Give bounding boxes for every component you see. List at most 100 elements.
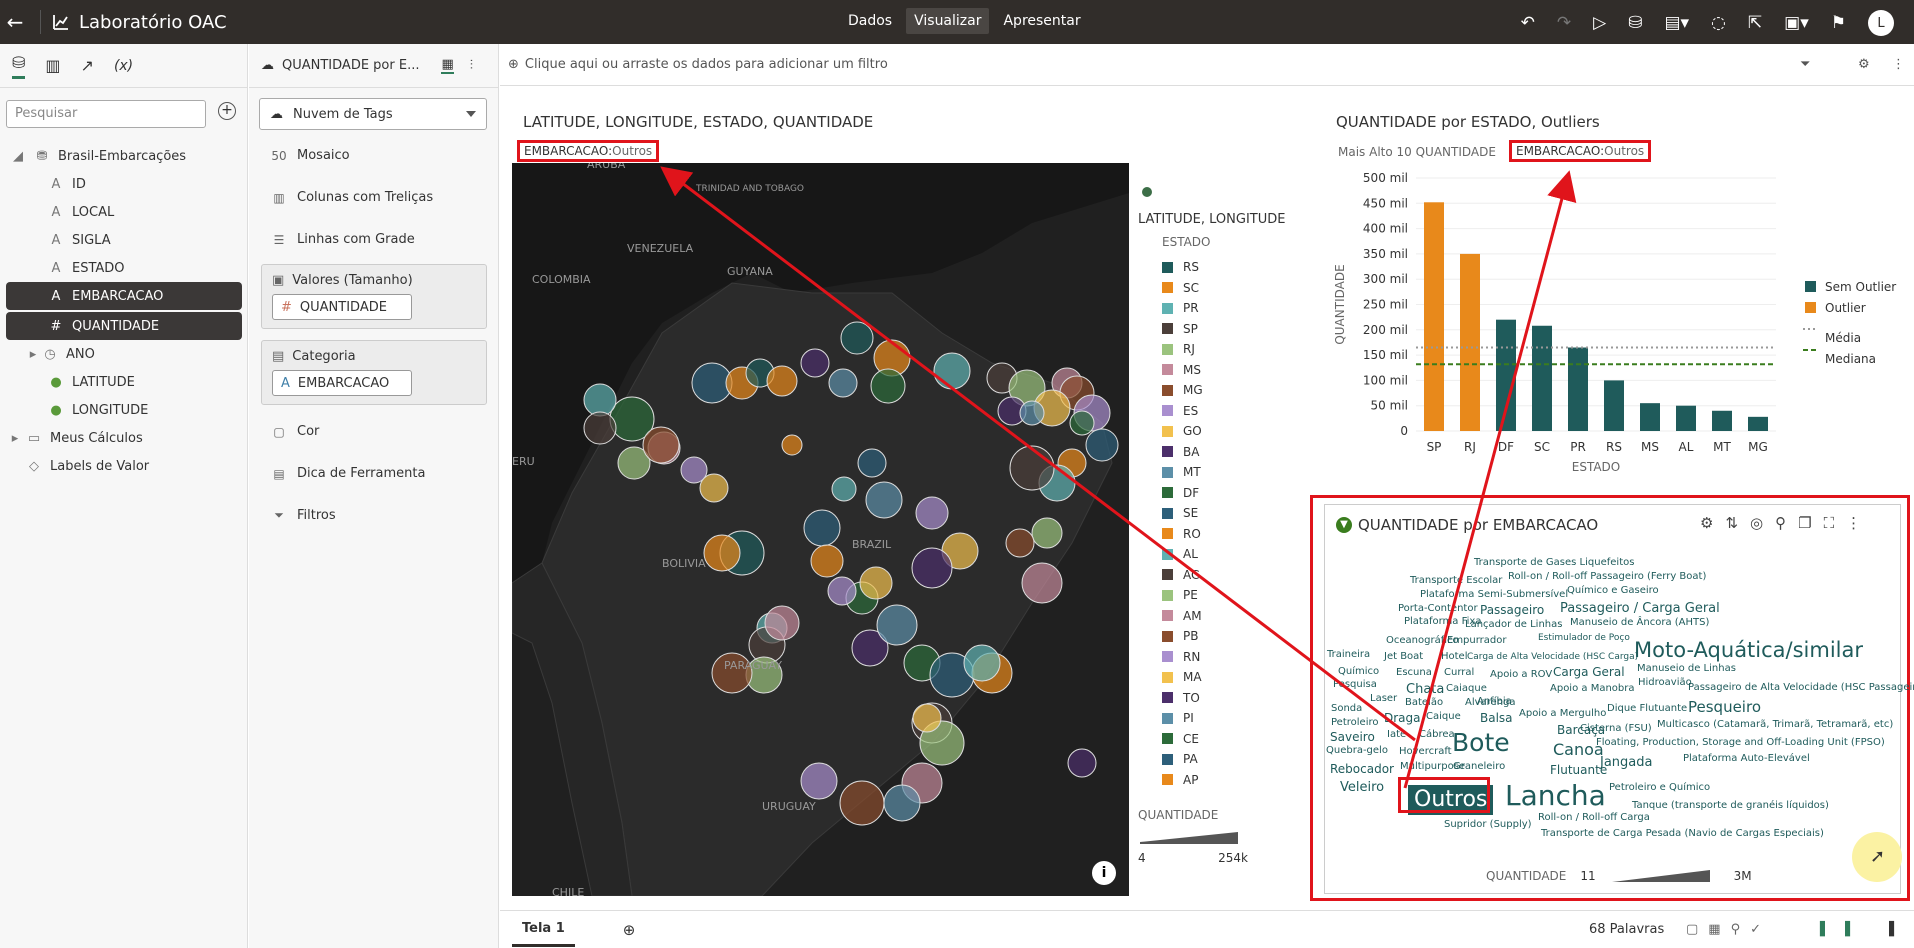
right-panel-icon[interactable]: ▐ — [1884, 922, 1894, 937]
legend-item[interactable]: AP — [1162, 770, 1285, 791]
grammar-item-cor[interactable]: ▢ Cor — [271, 424, 319, 439]
map-bubble[interactable] — [831, 476, 857, 502]
word-item[interactable]: Transporte de Carga Pesada (Navio de Car… — [1541, 828, 1824, 839]
word-item[interactable]: Passageiro / Carga Geral — [1560, 601, 1720, 616]
legend-item[interactable]: MS — [1162, 360, 1285, 381]
word-item[interactable]: Caiaque — [1446, 683, 1487, 694]
map-bubble[interactable] — [703, 534, 741, 572]
word-item[interactable]: Químico e Gaseiro — [1567, 585, 1659, 596]
canvas-tab[interactable]: Tela 1 — [512, 913, 575, 947]
legend-item[interactable]: SC — [1162, 278, 1285, 299]
word-item[interactable]: Saveiro — [1330, 730, 1375, 744]
legend-item[interactable]: RN — [1162, 647, 1285, 668]
analytics-tab-icon[interactable]: ↗ — [80, 56, 94, 75]
legend-item[interactable]: PR — [1162, 298, 1285, 319]
word-item[interactable]: Alvarenga — [1465, 697, 1516, 708]
play-icon[interactable]: ▷ — [1593, 13, 1607, 33]
map-bubble[interactable] — [859, 566, 893, 600]
tree-item-estado[interactable]: A ESTADO — [0, 254, 248, 282]
more-options-icon[interactable]: ⋮ — [1892, 57, 1905, 72]
map-bubble[interactable] — [699, 473, 729, 503]
redo-icon[interactable]: ↷ — [1556, 13, 1572, 33]
search-input[interactable]: Pesquisar — [6, 100, 206, 128]
layout-toggle-icon[interactable]: ▌▐ — [1820, 922, 1860, 937]
word-item[interactable]: Passageiro — [1480, 603, 1545, 617]
word-item[interactable]: Roll-on / Roll-off Carga — [1538, 812, 1650, 823]
word-item[interactable]: Draga — [1384, 711, 1421, 725]
tree-item-my-calcs[interactable]: ▸ ▭ Meus Cálculos — [0, 424, 248, 452]
word-item[interactable]: Veleiro — [1340, 780, 1385, 795]
word-item[interactable]: Petroleiro — [1331, 717, 1379, 728]
legend-item[interactable]: MG — [1162, 380, 1285, 401]
map-bubble[interactable] — [870, 368, 906, 404]
avatar[interactable]: L — [1868, 10, 1894, 36]
word-item[interactable]: Flutuante — [1550, 763, 1608, 777]
legend-item[interactable]: BA — [1162, 442, 1285, 463]
bar[interactable] — [1532, 325, 1552, 431]
word-item[interactable]: Porta-Contentor — [1398, 603, 1478, 614]
map-bubble[interactable] — [766, 365, 798, 397]
legend-item[interactable]: PB — [1162, 626, 1285, 647]
word-item[interactable]: Pesqueiro — [1688, 698, 1761, 716]
map-bubble[interactable] — [827, 576, 857, 606]
map-info-icon[interactable]: i — [1092, 861, 1116, 885]
word-item[interactable]: Hotel — [1441, 651, 1468, 662]
tree-item-value-labels[interactable]: ◇ Labels de Valor — [0, 452, 248, 480]
legend-item[interactable]: SE — [1162, 503, 1285, 524]
mode-dados[interactable]: Dados — [848, 13, 893, 29]
tree-item-ano[interactable]: ▸ ◷ ANO — [0, 340, 248, 368]
word-item[interactable]: Caique — [1426, 711, 1461, 722]
word-item[interactable]: Balsa — [1480, 711, 1513, 725]
word-item[interactable]: Moto-Aquática/similar — [1634, 638, 1864, 662]
word-item[interactable]: Traineira — [1327, 649, 1371, 660]
map-bubble[interactable] — [963, 644, 1001, 682]
bar[interactable] — [1640, 403, 1660, 431]
maximize-icon[interactable]: ⛶ — [1823, 514, 1835, 532]
map-bubble[interactable] — [911, 547, 953, 589]
legend-item[interactable]: RS — [1162, 257, 1285, 278]
viz-type-dropdown[interactable]: ☁ Nuvem de Tags — [259, 98, 487, 130]
word-item[interactable]: Floating, Production, Storage and Off-Lo… — [1596, 737, 1885, 748]
mode-visualizar[interactable]: Visualizar — [906, 8, 990, 34]
legend-item[interactable]: AC — [1162, 565, 1285, 586]
bar[interactable] — [1712, 410, 1732, 431]
add-data-icon[interactable]: + — [218, 102, 236, 120]
legend-item[interactable]: GO — [1162, 421, 1285, 442]
map-bubble[interactable] — [1067, 748, 1097, 778]
add-canvas-icon[interactable]: ⊕ — [622, 920, 636, 939]
layout-icon[interactable]: ▦ — [441, 57, 454, 74]
legend-item[interactable]: DF — [1162, 483, 1285, 504]
word-item[interactable]: Hidroavião — [1638, 677, 1692, 688]
bar-chart[interactable]: 0 50 mil 100 mil 150 mil 200 mil 250 mil 300 m… — [1330, 160, 1910, 490]
map-bubble[interactable] — [800, 762, 838, 800]
analytics-icon[interactable]: ⚲ — [1775, 514, 1787, 532]
filter-toggle-icon[interactable]: ⏷ — [1800, 57, 1811, 72]
legend-item[interactable]: AM — [1162, 606, 1285, 627]
word-item[interactable]: Quebra-gelo — [1326, 745, 1388, 756]
tree-item-latitude[interactable]: ● LATITUDE — [0, 368, 248, 396]
word-item[interactable]: Estimulador de Poço — [1538, 633, 1630, 643]
word-item[interactable]: Carga de Alta Velocidade (HSC Carga) — [1467, 652, 1639, 662]
export-icon[interactable]: ⇱ — [1747, 13, 1763, 33]
word-item[interactable]: Manuseio de Linhas — [1637, 663, 1736, 674]
tree-item-local[interactable]: A LOCAL — [0, 198, 248, 226]
calculations-tab-icon[interactable]: (x) — [113, 57, 134, 74]
word-item[interactable]: Supridor (Supply) — [1444, 819, 1532, 830]
word-item[interactable]: Laser — [1370, 693, 1398, 704]
map-bubble[interactable] — [803, 509, 841, 547]
map-filter-chip[interactable]: EMBARCACAO:Outros — [517, 140, 660, 162]
legend-item[interactable]: RJ — [1162, 339, 1285, 360]
word-item[interactable]: Dique Flutuante — [1607, 703, 1688, 714]
word-item[interactable]: Lançador de Linhas — [1465, 619, 1563, 630]
word-item[interactable]: Cisterna (FSU) — [1580, 723, 1652, 734]
word-item[interactable]: Sonda — [1331, 703, 1363, 714]
tree-item-quantidade[interactable]: # QUANTIDADE — [6, 312, 242, 340]
undo-icon[interactable]: ↶ — [1520, 13, 1535, 33]
word-item[interactable]: Pesquisa — [1333, 679, 1377, 690]
word-item[interactable]: Batelão — [1405, 697, 1444, 708]
word-item[interactable]: Transporte de Gases Liquefeitos — [1474, 557, 1635, 568]
sort-icon[interactable]: ⇅ — [1725, 514, 1739, 532]
quantidade-pill[interactable]: # QUANTIDADE — [272, 294, 412, 320]
word-item[interactable]: Jangada — [1600, 755, 1653, 770]
map-bubble[interactable] — [912, 703, 942, 733]
